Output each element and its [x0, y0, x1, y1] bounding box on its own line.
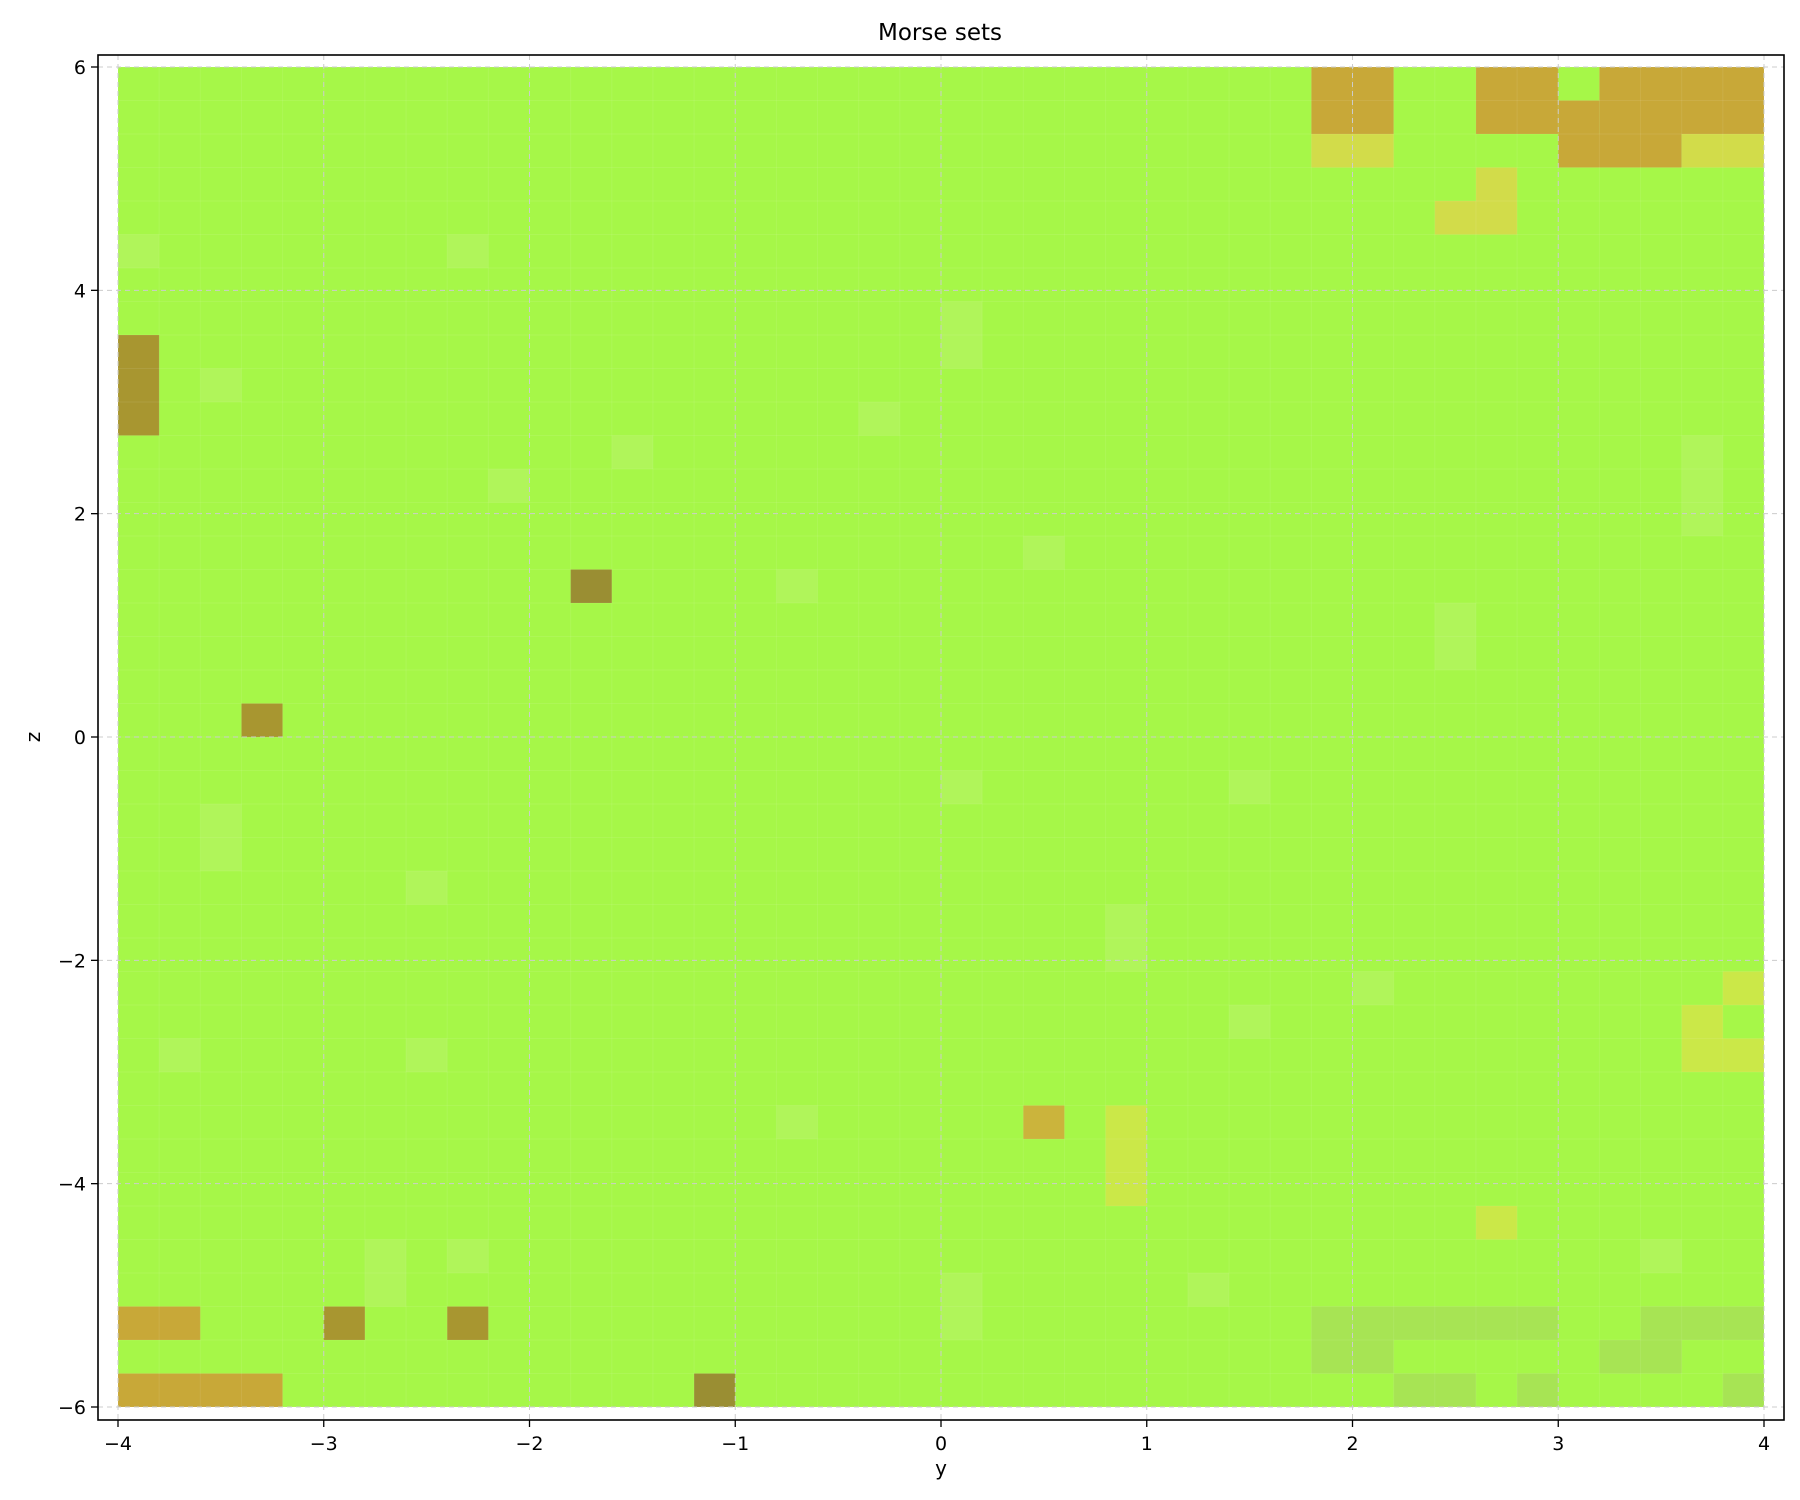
- heatmap-cell: [1352, 971, 1394, 1005]
- heatmap-cell: [1187, 1273, 1230, 1307]
- heatmap-cell: [1558, 100, 1600, 134]
- heatmap-cell: [1640, 1306, 1764, 1340]
- heatmap-cell: [447, 1306, 489, 1340]
- heatmap-cell: [1722, 1038, 1764, 1072]
- heatmap-cell: [570, 569, 612, 603]
- x-tick-label: −4: [104, 1433, 132, 1455]
- heatmap-cell: [406, 1038, 448, 1072]
- heatmap-cell: [1558, 134, 1682, 168]
- x-tick-label: −3: [310, 1433, 338, 1455]
- heatmap-cell: [1722, 971, 1764, 1005]
- heatmap-cell: [1640, 1239, 1682, 1273]
- heatmap-cell: [1681, 1005, 1723, 1072]
- y-tick-label: −6: [58, 1397, 86, 1419]
- heatmap-cell: [941, 301, 983, 369]
- heatmap-cell: [364, 1239, 407, 1307]
- x-tick-label: 0: [935, 1433, 947, 1455]
- y-tick-label: −4: [58, 1174, 86, 1196]
- heatmap-cell: [200, 804, 242, 871]
- heatmap-cell: [611, 435, 653, 469]
- heatmap-cell: [1023, 1105, 1065, 1139]
- x-tick-label: −2: [515, 1433, 543, 1455]
- heatmap-cell: [406, 871, 448, 905]
- x-axis-ticks: −4 −3 −2 −1 0 1 2 3 4: [104, 1420, 1770, 1455]
- x-tick-label: 1: [1141, 1433, 1153, 1455]
- x-tick-label: 4: [1758, 1433, 1770, 1455]
- heatmap-cell: [941, 770, 983, 804]
- overlay-grid-lines: [98, 55, 1784, 1420]
- y-tick-label: −2: [58, 950, 86, 972]
- heatmap-cell: [858, 402, 900, 436]
- heatmap-cell: [200, 368, 242, 402]
- heatmap-cell: [941, 1273, 983, 1340]
- heatmap-cell: [241, 703, 283, 737]
- heatmap-cell: [1475, 167, 1518, 201]
- heatmap-cell: [694, 1373, 736, 1407]
- heatmap-cell: [159, 1038, 201, 1072]
- heatmap-cell: [776, 1105, 818, 1139]
- heatmap-cell: [1434, 201, 1518, 235]
- heatmap-cell: [1722, 1373, 1764, 1407]
- y-tick-label: 6: [74, 57, 86, 79]
- heatmap-cell: [1023, 536, 1065, 570]
- heatmap-cell: [1599, 1340, 1682, 1374]
- heatmap-cell: [447, 1239, 489, 1273]
- heatmap-cell: [1599, 67, 1764, 134]
- heatmap-cell: [1517, 1373, 1559, 1407]
- x-tick-label: 3: [1552, 1433, 1564, 1455]
- heatmap-cell: [1393, 1373, 1476, 1407]
- heatmap-cell: [323, 1306, 365, 1340]
- heatmap-cell: [488, 469, 530, 503]
- heatmap-cell: [1475, 67, 1559, 134]
- chart-title: Morse sets: [878, 20, 1002, 46]
- y-tick-label: 2: [74, 504, 86, 526]
- y-axis-ticks: −6 −4 −2 0 2 4 6: [58, 57, 98, 1419]
- heatmap-cell: [1434, 603, 1476, 670]
- y-tick-label: 4: [74, 280, 86, 302]
- heatmap-cell: [1105, 1105, 1147, 1206]
- heatmap-cell: [118, 335, 160, 436]
- y-axis-title: z: [21, 732, 45, 743]
- heatmap-cell: [1229, 1005, 1271, 1039]
- x-axis-title: y: [935, 1456, 947, 1480]
- y-tick-label: 0: [74, 727, 86, 749]
- heatmap-cell: [1229, 770, 1271, 804]
- heatmap-cell: [1475, 1206, 1518, 1240]
- heatmap-cell: [118, 234, 160, 268]
- heatmap-cell: [776, 569, 818, 603]
- heatmap-cell: [447, 234, 489, 268]
- heatmap-cell: [1681, 435, 1723, 536]
- heatmap-cell: [118, 1306, 201, 1340]
- x-tick-label: −1: [721, 1433, 749, 1455]
- x-tick-label: 2: [1346, 1433, 1358, 1455]
- heatmap-cell: [118, 1373, 283, 1407]
- heatmap-cell: [1681, 134, 1764, 168]
